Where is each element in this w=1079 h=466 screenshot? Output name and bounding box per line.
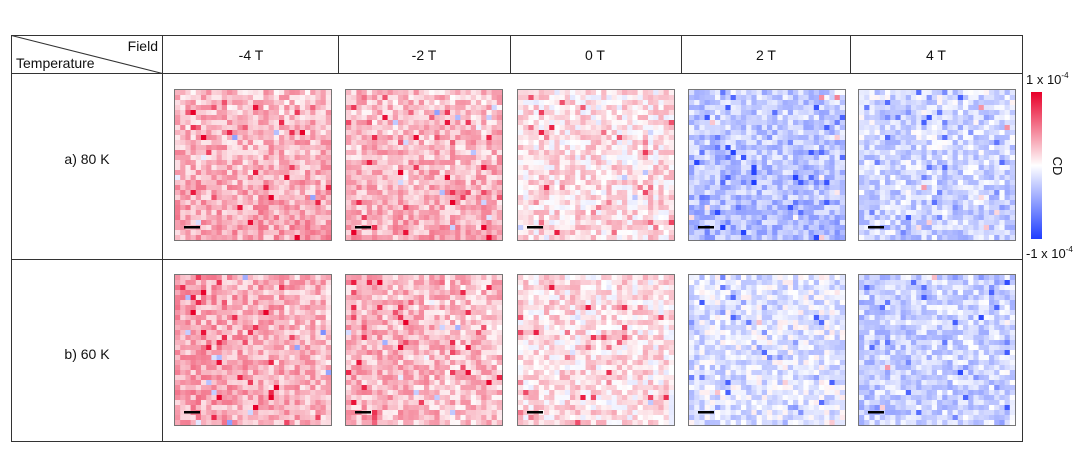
row-label-80k: a) 80 K [64,151,110,167]
cd-map-a-3 [688,89,846,241]
scale-bar [184,226,200,229]
cd-map-a-2 [517,89,675,241]
column-header-0t: 0 T [585,47,605,63]
column-header-2t: 2 T [756,47,776,63]
cd-map-a-1 [345,89,503,241]
column-header-neg2t: -2 T [412,47,437,63]
cd-map-b-0 [174,274,332,426]
corner-diagonal [11,35,163,74]
scale-bar [355,226,371,229]
scale-bar [184,411,200,414]
colorbar-max-label: 1 x 10-4 [1026,71,1069,87]
cd-map-b-4 [858,274,1016,426]
cd-map-b-2 [517,274,675,426]
scale-bar [527,226,543,229]
scale-bar [868,226,884,229]
scale-bar [698,411,714,414]
colorbar [1031,92,1042,239]
cd-map-a-4 [858,89,1016,241]
row-label-60k: b) 60 K [64,346,110,362]
scale-bar [868,411,884,414]
corner-temperature-label: Temperature [16,55,95,71]
column-header-4t: 4 T [926,47,946,63]
table-border [11,35,1023,442]
scale-bar [698,226,714,229]
column-header-neg4t: -4 T [239,47,264,63]
cd-map-b-3 [688,274,846,426]
cd-map-panels [174,89,1016,426]
table-grid [11,35,1023,442]
corner-field-label: Field [128,38,158,54]
cd-map-a-0 [174,89,332,241]
colorbar-axis-label: CD [1050,157,1065,176]
scale-bar [355,411,371,414]
cd-map-b-1 [345,274,503,426]
scale-bar [527,411,543,414]
colorbar-min-label: -1 x 10-4 [1026,245,1073,261]
